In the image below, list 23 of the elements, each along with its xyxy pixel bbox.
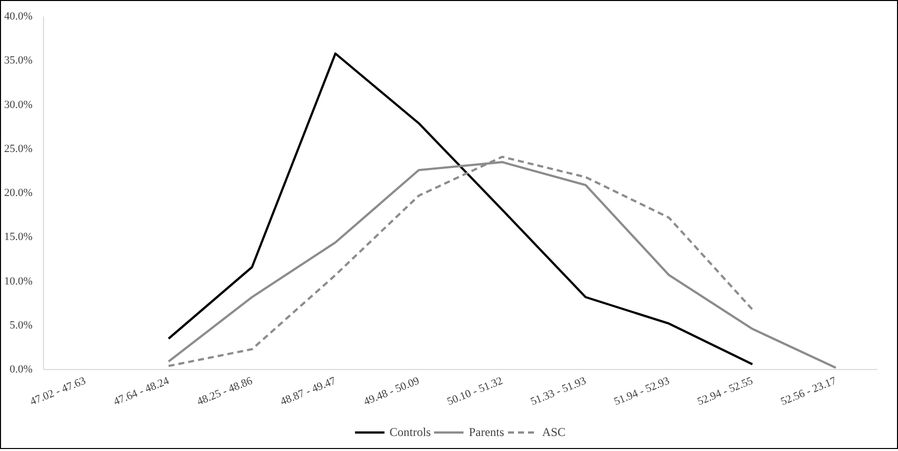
legend-label: ASC <box>542 424 566 440</box>
y-tick-label: 5.0% <box>10 319 33 332</box>
x-tick-label: 51.33 - 51.93 <box>528 374 588 408</box>
x-tick-label: 51.94 - 52.93 <box>612 374 672 408</box>
y-tick-label: 0.0% <box>10 364 33 376</box>
legend-label: Controls <box>389 424 431 440</box>
y-tick-label: 40.0% <box>4 10 33 22</box>
x-tick-label: 49.48 - 50.09 <box>362 374 422 408</box>
x-tick-label: 48.87 - 49.47 <box>278 374 338 408</box>
y-tick-label: 10.0% <box>4 275 33 288</box>
x-tick-label: 47.02 - 47.63 <box>28 374 88 408</box>
x-tick-label: 48.25 - 48.86 <box>195 374 255 408</box>
y-tick-label: 15.0% <box>4 231 33 244</box>
y-tick-label: 30.0% <box>4 98 33 111</box>
line-series <box>168 52 754 366</box>
y-tick-label: 20.0% <box>4 187 33 199</box>
x-tick-label: 50.10 - 51.32 <box>446 374 504 408</box>
x-tick-label: 52.94 - 52.55 <box>696 374 756 408</box>
x-tick-label: 52.56 - 23.17 <box>779 374 839 408</box>
y-tick-label: 35.0% <box>4 54 33 67</box>
x-tick-label: 47.64 - 48.24 <box>112 374 172 408</box>
y-tick-label: 25.0% <box>4 142 33 155</box>
legend-label: Parents <box>468 424 504 440</box>
